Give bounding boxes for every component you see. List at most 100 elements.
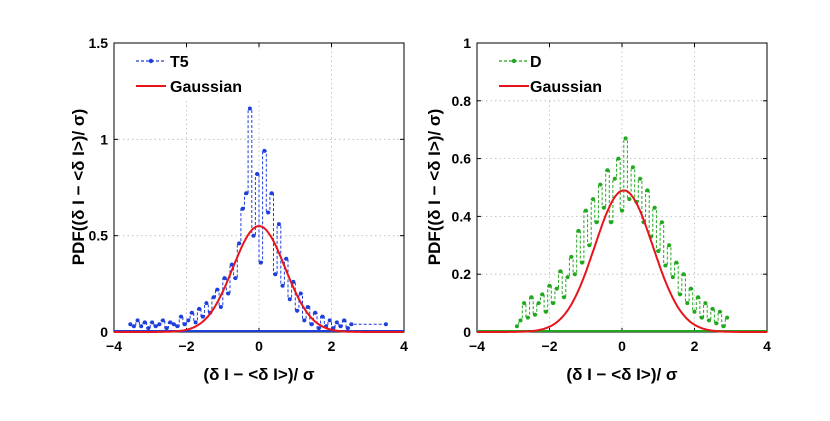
chart-right-series-0-point-5 <box>533 312 537 317</box>
chart-left-series-0-point-0 <box>128 322 133 327</box>
chart-right-series-0-point-29 <box>620 208 624 213</box>
chart-right: PDF((δ I − <δ I>)/ σ) (δ I − <δ I>)/ σ D… <box>425 35 771 384</box>
chart-right-ytick-label-2: 0.4 <box>452 208 472 224</box>
chart-right-series-0-point-31 <box>627 197 632 202</box>
chart-right-series-0-point-13 <box>562 295 566 300</box>
chart-left-series-0-point-16 <box>186 318 191 323</box>
chart-right-series-0-point-24 <box>601 205 606 210</box>
chart-left-series-0-point-51 <box>313 310 318 315</box>
chart-right-series-0-point-43 <box>670 275 675 280</box>
chart-right-series-0-point-55 <box>714 321 719 326</box>
chart-left-series-0-point-31 <box>240 206 245 211</box>
chart-right-series-0-point-40 <box>659 220 664 225</box>
chart-right-series-0-point-14 <box>565 275 570 280</box>
chart-right-series-0-point-41 <box>663 263 668 268</box>
chart-left-series-0-point-4 <box>142 320 147 325</box>
chart-right-ylabel: PDF((δ I − <δ I>)/ σ) <box>425 109 444 265</box>
chart-left-series-0-point-11 <box>168 320 173 325</box>
chart-left-legend-marker-0 <box>148 58 154 64</box>
chart-right-series-0-point-22 <box>594 220 599 225</box>
chart-right-series-0-point-4 <box>529 295 534 300</box>
chart-left-xtick-label-0: −4 <box>106 338 122 354</box>
chart-right-series-0-point-34 <box>638 176 643 181</box>
chart-left-series-0-point-53 <box>320 314 325 319</box>
chart-left-series-0-point-37 <box>262 148 267 153</box>
chart-right-series-0-point-3 <box>525 315 530 320</box>
chart-right-legend: D Gaussian <box>486 50 621 100</box>
chart-left-legend-label-1: Gaussian <box>170 79 242 96</box>
chart-right-series-0-point-26 <box>609 220 614 225</box>
chart-right-series-0-point-25 <box>605 168 610 173</box>
chart-left-series-0-point-35 <box>255 172 260 176</box>
chart-right-series-0-point-44 <box>674 260 679 265</box>
chart-right-ytick-label-0: 0 <box>463 324 471 340</box>
chart-left-ytick-label-1: 0.5 <box>89 228 109 244</box>
chart-right-series-0-point-9 <box>547 283 552 288</box>
chart-left-series-0-point-55 <box>327 318 332 323</box>
chart-left-series-0-point-43 <box>284 256 289 261</box>
chart-right-series-0-point-47 <box>685 301 690 306</box>
chart-left-series-0-point-6 <box>150 320 155 325</box>
chart-left-ytick-label-2: 1 <box>100 131 108 147</box>
chart-left-series-0-point-1 <box>131 324 136 329</box>
chart-left-series-0-point-44 <box>287 297 292 302</box>
chart-right-xlabel: (δ I − <δ I>)/ σ <box>566 365 678 384</box>
chart-right-series-0-point-20 <box>587 243 592 248</box>
chart-left-series-0-point-50 <box>309 322 314 327</box>
chart-right-legend-marker-0 <box>511 58 517 64</box>
chart-left-series-0-point-49 <box>305 305 310 309</box>
chart-left-series-0-point-36 <box>258 260 263 265</box>
chart-left-series-0-point-17 <box>189 310 194 315</box>
chart-left-series-1-line <box>114 224 404 333</box>
chart-left-series-0-point-10 <box>164 326 169 331</box>
chart-right-series-0-point-48 <box>688 286 693 291</box>
chart-right-series-0-point-56 <box>717 309 722 314</box>
chart-left-ylabel: PDF((δ I − <δ I>)/ σ) <box>69 109 88 265</box>
chart-right-series-0-point-0 <box>514 324 519 329</box>
chart-left-legend-label-0: T5 <box>170 54 189 71</box>
chart-left-legend-bg <box>125 50 265 100</box>
chart-right-xtick-label-4: 4 <box>763 338 771 354</box>
chart-left-series-0-point-42 <box>280 283 285 288</box>
chart-left-series-0-point-40 <box>273 272 278 277</box>
chart-left-xtick-label-3: 2 <box>328 338 336 354</box>
chart-left-legend: T5 Gaussian <box>125 50 265 100</box>
chart-right-series-0-point-6 <box>536 301 541 306</box>
chart-left-series-0-point-3 <box>139 324 144 329</box>
chart-left-series-0-point-7 <box>153 324 158 329</box>
chart-right-series-0-point-42 <box>667 243 672 248</box>
chart-right-series-0-point-32 <box>630 165 635 170</box>
chart-left-series-0-point-12 <box>171 322 176 327</box>
chart-right-series-0-point-51 <box>699 315 704 320</box>
chart-right-series-0-point-17 <box>576 228 581 233</box>
chart-right-series-0-point-36 <box>645 188 650 193</box>
chart-right-series-0-point-27 <box>612 176 617 181</box>
chart-left-series-0-point-19 <box>197 306 202 311</box>
chart-right-legend-label-0: D <box>530 54 542 71</box>
chart-left-series-0-point-15 <box>182 322 187 327</box>
chart-left-xlabel: (δ I − <δ I>)/ σ <box>203 365 315 384</box>
chart-right-series-0-point-12 <box>558 269 563 274</box>
chart-left-series-0-point-39 <box>269 191 274 196</box>
chart-right-series-0-point-23 <box>598 182 603 187</box>
chart-left-xtick-label-2: 0 <box>255 338 263 354</box>
chart-right-series-0-point-50 <box>696 295 701 300</box>
chart-left-series-0-point-62 <box>383 322 388 327</box>
chart-left-series-0-point-18 <box>193 320 198 325</box>
chart-right-series-0-point-18 <box>580 260 585 265</box>
chart-left-series-0-point-26 <box>222 276 227 281</box>
chart-right-ytick-label-5: 1 <box>463 35 471 51</box>
chart-right-ytick-label-1: 0.2 <box>452 266 472 282</box>
chart-left: PDF((δ I − <δ I>)/ σ) (δ I − <δ I>)/ σ T… <box>69 35 408 384</box>
chart-left-series-0-point-20 <box>200 314 205 319</box>
chart-right-series-0-point-10 <box>551 301 556 306</box>
chart-left-series-0-point-57 <box>334 320 339 325</box>
chart-right-series-0-point-38 <box>652 205 657 210</box>
chart-left-series-0-point-47 <box>298 291 303 296</box>
chart-right-series-0-point-39 <box>656 249 661 254</box>
chart-left-series-0-point-9 <box>160 318 165 323</box>
chart-left-series-0-point-60 <box>345 326 350 331</box>
chart-right-legend-label-1: Gaussian <box>530 79 602 96</box>
chart-left-series-0-point-46 <box>295 308 300 313</box>
chart-right-series-0-point-57 <box>721 324 726 329</box>
